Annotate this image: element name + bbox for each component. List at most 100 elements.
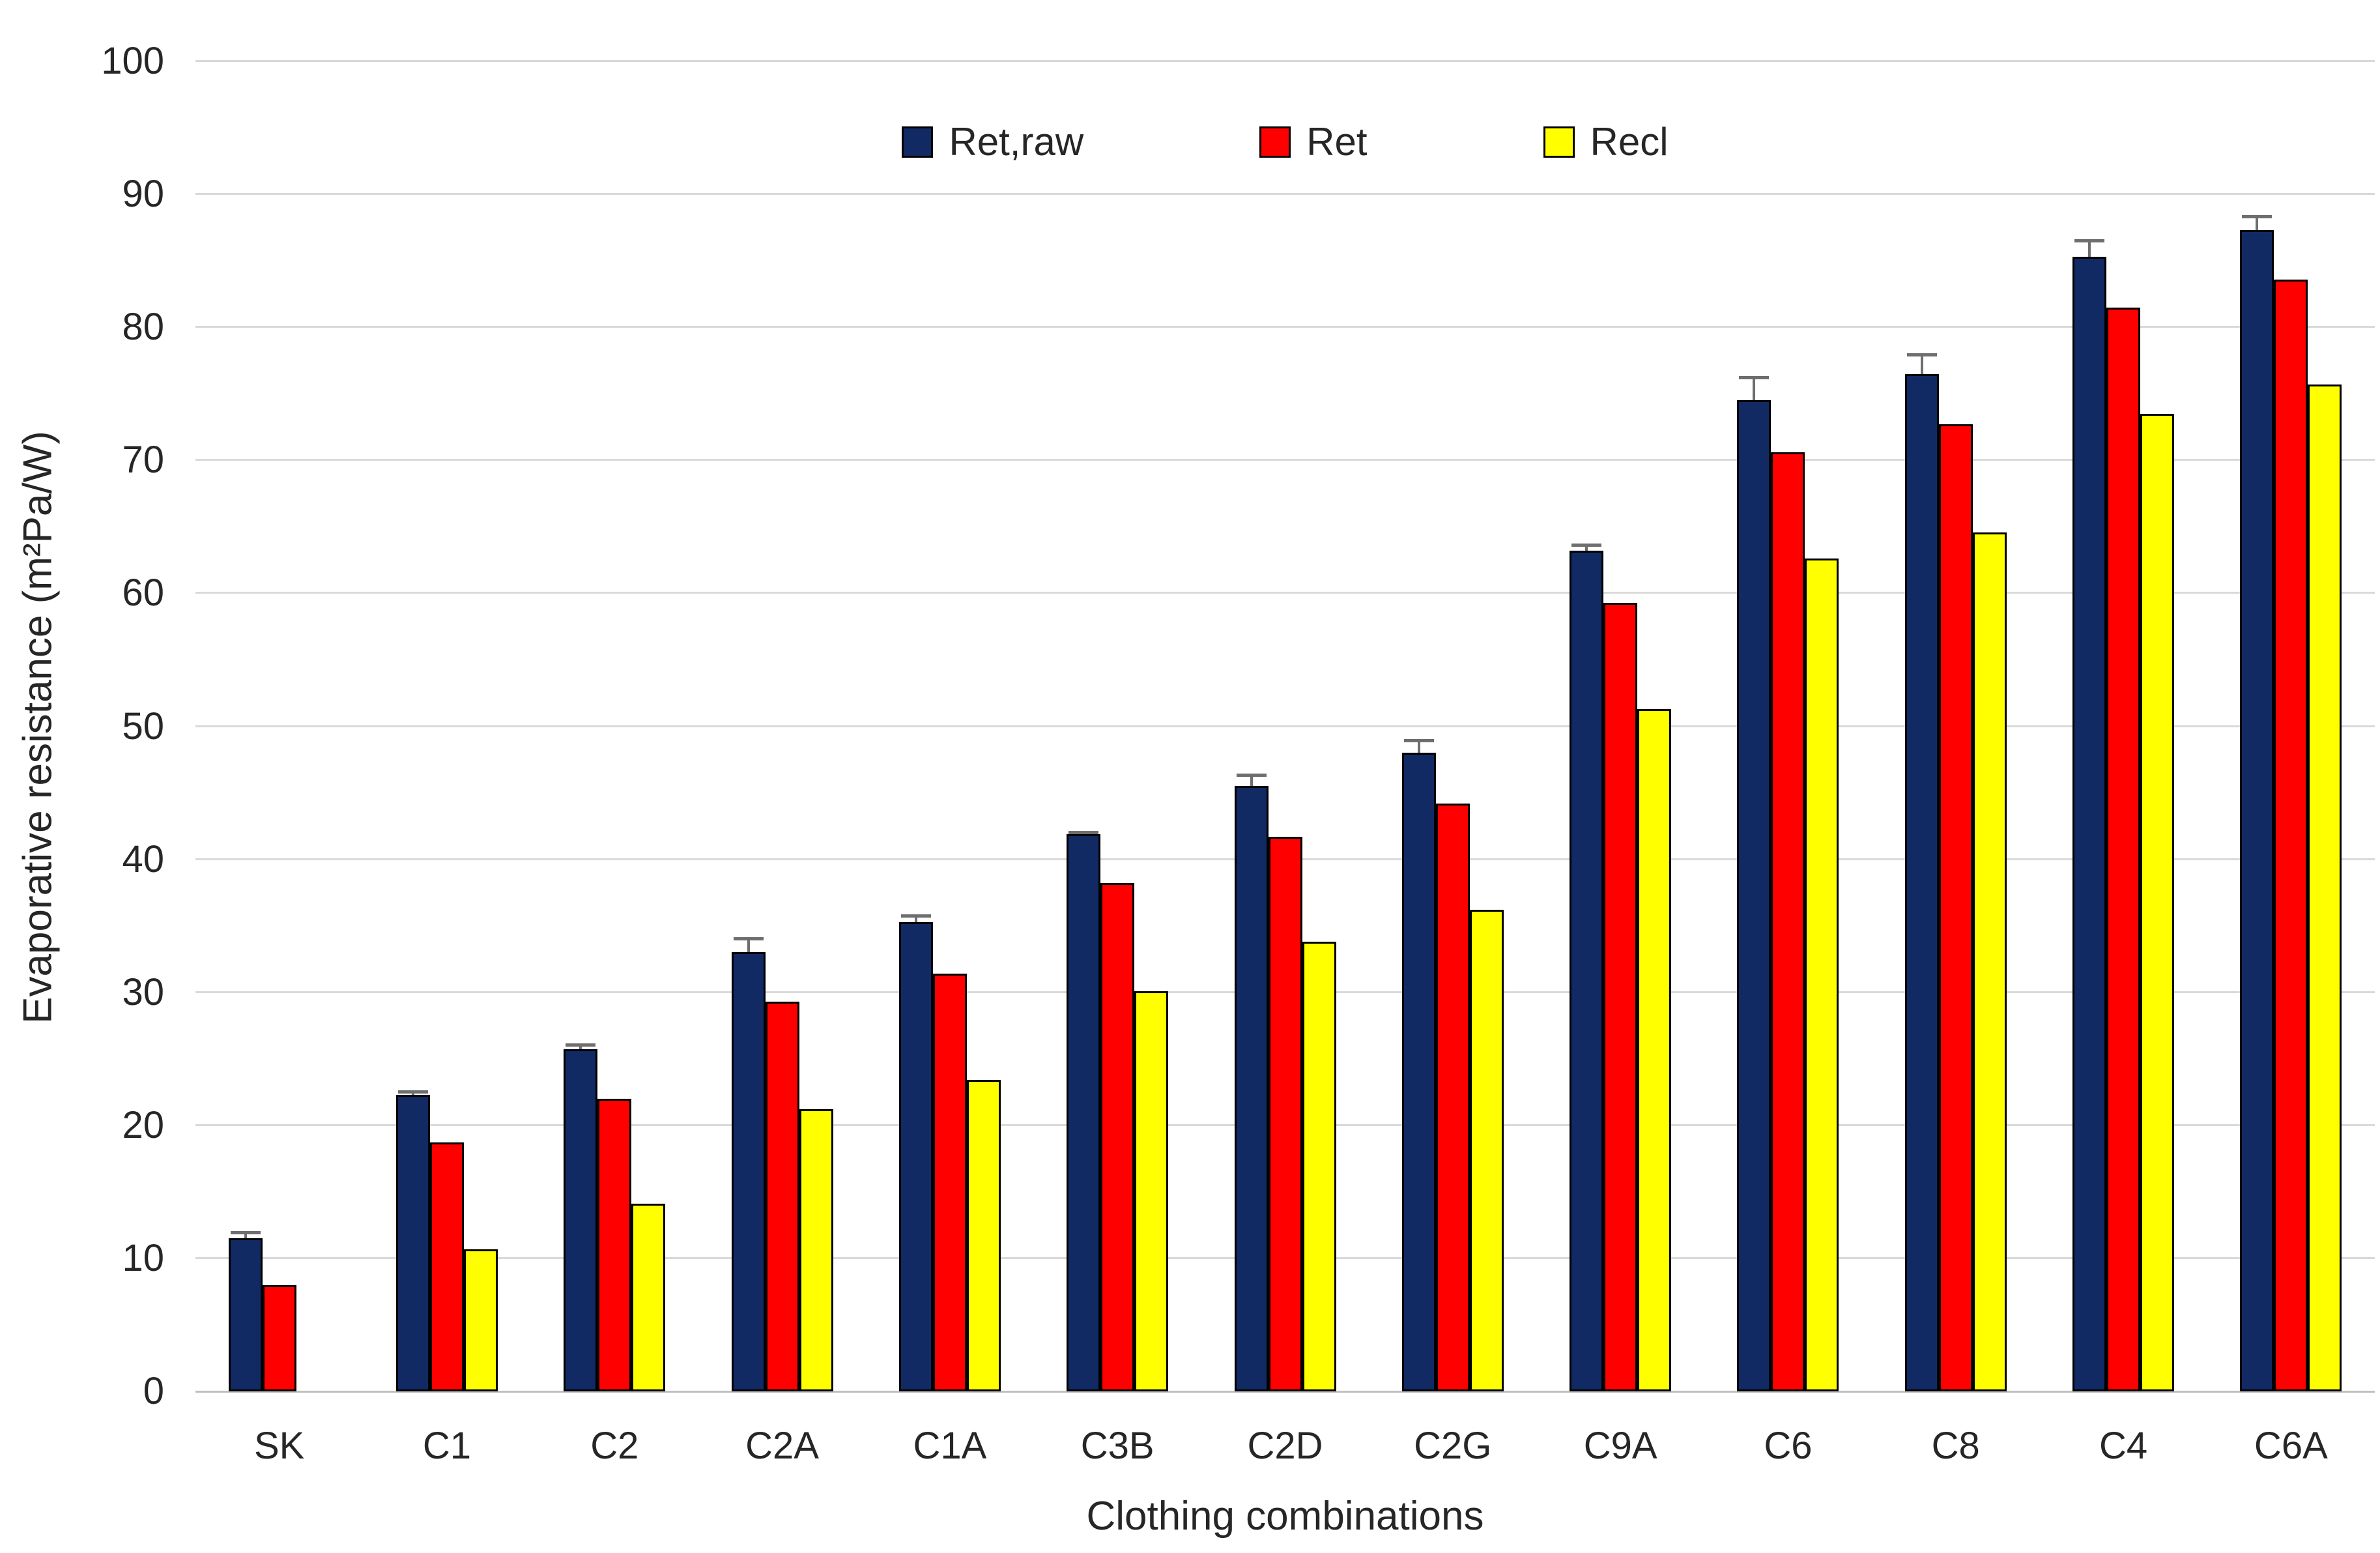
bar-ret-C2G (1435, 803, 1470, 1391)
x-tick-label-C1A: C1A (913, 1425, 987, 1467)
error-bar-cap-C6A (2242, 214, 2272, 218)
bar-retraw-C6A (2240, 230, 2274, 1391)
bar-recl-C2G (1469, 910, 1504, 1391)
error-bar-cap-C2G (1403, 738, 1434, 742)
bar-ret-C1A (932, 974, 967, 1391)
y-tick-label-90: 90 (122, 173, 164, 216)
bar-retraw-C8 (1904, 373, 1939, 1391)
error-bar-cap-C1A (900, 914, 931, 918)
gridline-50 (195, 725, 2375, 727)
error-bar-C9A (1585, 544, 1588, 551)
gridline-70 (195, 459, 2375, 461)
bar-recl-C6A (2308, 384, 2342, 1391)
legend-item-ret: Ret (1259, 120, 1368, 164)
legend-label-ret: Ret (1306, 120, 1368, 164)
bar-ret-C4 (2106, 307, 2141, 1391)
gridline-80 (195, 326, 2375, 328)
gridline-60 (195, 592, 2375, 594)
x-tick-label-SK: SK (253, 1425, 305, 1467)
error-bar-cap-C9A (1571, 543, 1602, 547)
bar-retraw-C9A (1570, 551, 1604, 1391)
bar-ret-C6A (2274, 279, 2308, 1391)
x-tick-label-C2G: C2G (1414, 1425, 1492, 1467)
error-bar-C2 (579, 1044, 582, 1050)
bar-ret-C2 (597, 1098, 632, 1391)
y-tick-label-0: 0 (143, 1370, 164, 1412)
y-tick-label-20: 20 (122, 1103, 164, 1146)
bar-ret-C6 (1771, 452, 1805, 1391)
y-tick-label-60: 60 (122, 572, 164, 615)
legend: Ret,raw Ret Recl (195, 123, 2375, 162)
y-tick-label-30: 30 (122, 970, 164, 1013)
x-axis-line (195, 1391, 2375, 1393)
bar-recl-C2D (1302, 942, 1336, 1391)
bar-ret-C2A (765, 1002, 799, 1391)
y-tick-label-10: 10 (122, 1236, 164, 1279)
bar-recl-C4 (2140, 413, 2175, 1391)
y-axis-title: Evaporative resistance (m²Pa/W) (15, 431, 61, 1024)
error-bar-C6 (1753, 376, 1756, 401)
error-bar-C2D (1250, 774, 1253, 787)
x-axis-title: Clothing combinations (1086, 1494, 1484, 1539)
y-tick-label-100: 100 (101, 40, 164, 82)
error-bar-SK (244, 1232, 247, 1239)
x-tick-label-C2A: C2A (745, 1425, 819, 1467)
bar-recl-C3B (1134, 991, 1169, 1391)
error-bar-cap-C1 (397, 1090, 428, 1094)
error-bar-cap-C4 (2074, 239, 2105, 242)
legend-label-recl: Recl (1590, 120, 1669, 164)
bar-recl-C2A (799, 1109, 833, 1391)
x-tick-label-C6: C6 (1764, 1425, 1813, 1467)
legend-item-retraw: Ret,raw (902, 123, 1083, 162)
legend-swatch-recl (1543, 126, 1575, 158)
gridline-100 (195, 60, 2375, 62)
x-tick-label-C1: C1 (422, 1425, 472, 1467)
gridline-90 (195, 193, 2375, 196)
error-bar-C8 (1920, 354, 1923, 374)
x-tick-label-C6A: C6A (2254, 1425, 2328, 1467)
error-bar-cap-C6 (1739, 375, 1770, 379)
bar-recl-C1A (966, 1080, 1001, 1391)
error-bar-C2G (1417, 739, 1420, 753)
bar-ret-C8 (1938, 424, 1973, 1391)
bar-ret-C1 (429, 1142, 464, 1391)
error-bar-C1A (914, 915, 917, 922)
error-bar-cap-SK (230, 1231, 261, 1235)
legend-item-recl: Recl (1543, 123, 1669, 162)
error-bar-C6A (2256, 215, 2259, 231)
y-tick-label-80: 80 (122, 306, 164, 349)
error-bar-cap-C3B (1068, 830, 1099, 834)
bar-retraw-C2A (731, 952, 766, 1391)
bar-ret-C2D (1268, 836, 1302, 1391)
bar-ret-C3B (1100, 883, 1135, 1391)
error-bar-C2A (747, 938, 750, 953)
plot-area (195, 60, 2375, 1393)
x-tick-label-C9A: C9A (1583, 1425, 1657, 1467)
error-bar-cap-C2D (1236, 773, 1267, 777)
bar-retraw-SK (228, 1238, 263, 1391)
bar-recl-C2 (631, 1204, 666, 1391)
error-bar-cap-C2A (733, 937, 764, 941)
x-tick-label-C2D: C2D (1247, 1425, 1323, 1467)
legend-label-retraw: Ret,raw (949, 120, 1084, 164)
bar-retraw-C2D (1234, 786, 1269, 1391)
bar-recl-C1 (463, 1249, 498, 1391)
x-tick-label-C8: C8 (1931, 1425, 1980, 1467)
bar-retraw-C6 (1737, 400, 1771, 1391)
x-tick-label-C3B: C3B (1080, 1425, 1154, 1467)
error-bar-cap-C2 (566, 1043, 596, 1047)
bar-retraw-C2G (1401, 753, 1436, 1391)
x-tick-label-C4: C4 (2099, 1425, 2148, 1467)
y-tick-label-70: 70 (122, 439, 164, 482)
bar-recl-C6 (1805, 559, 1839, 1391)
bar-retraw-C1A (898, 922, 933, 1391)
x-tick-label-C2: C2 (590, 1425, 639, 1467)
bar-retraw-C2 (564, 1049, 598, 1391)
bar-ret-C9A (1603, 602, 1638, 1391)
error-bar-C4 (2088, 239, 2091, 257)
error-bar-cap-C8 (1906, 353, 1937, 357)
bar-retraw-C1 (395, 1094, 430, 1391)
legend-swatch-ret (1259, 126, 1291, 158)
bar-retraw-C3B (1067, 834, 1101, 1391)
